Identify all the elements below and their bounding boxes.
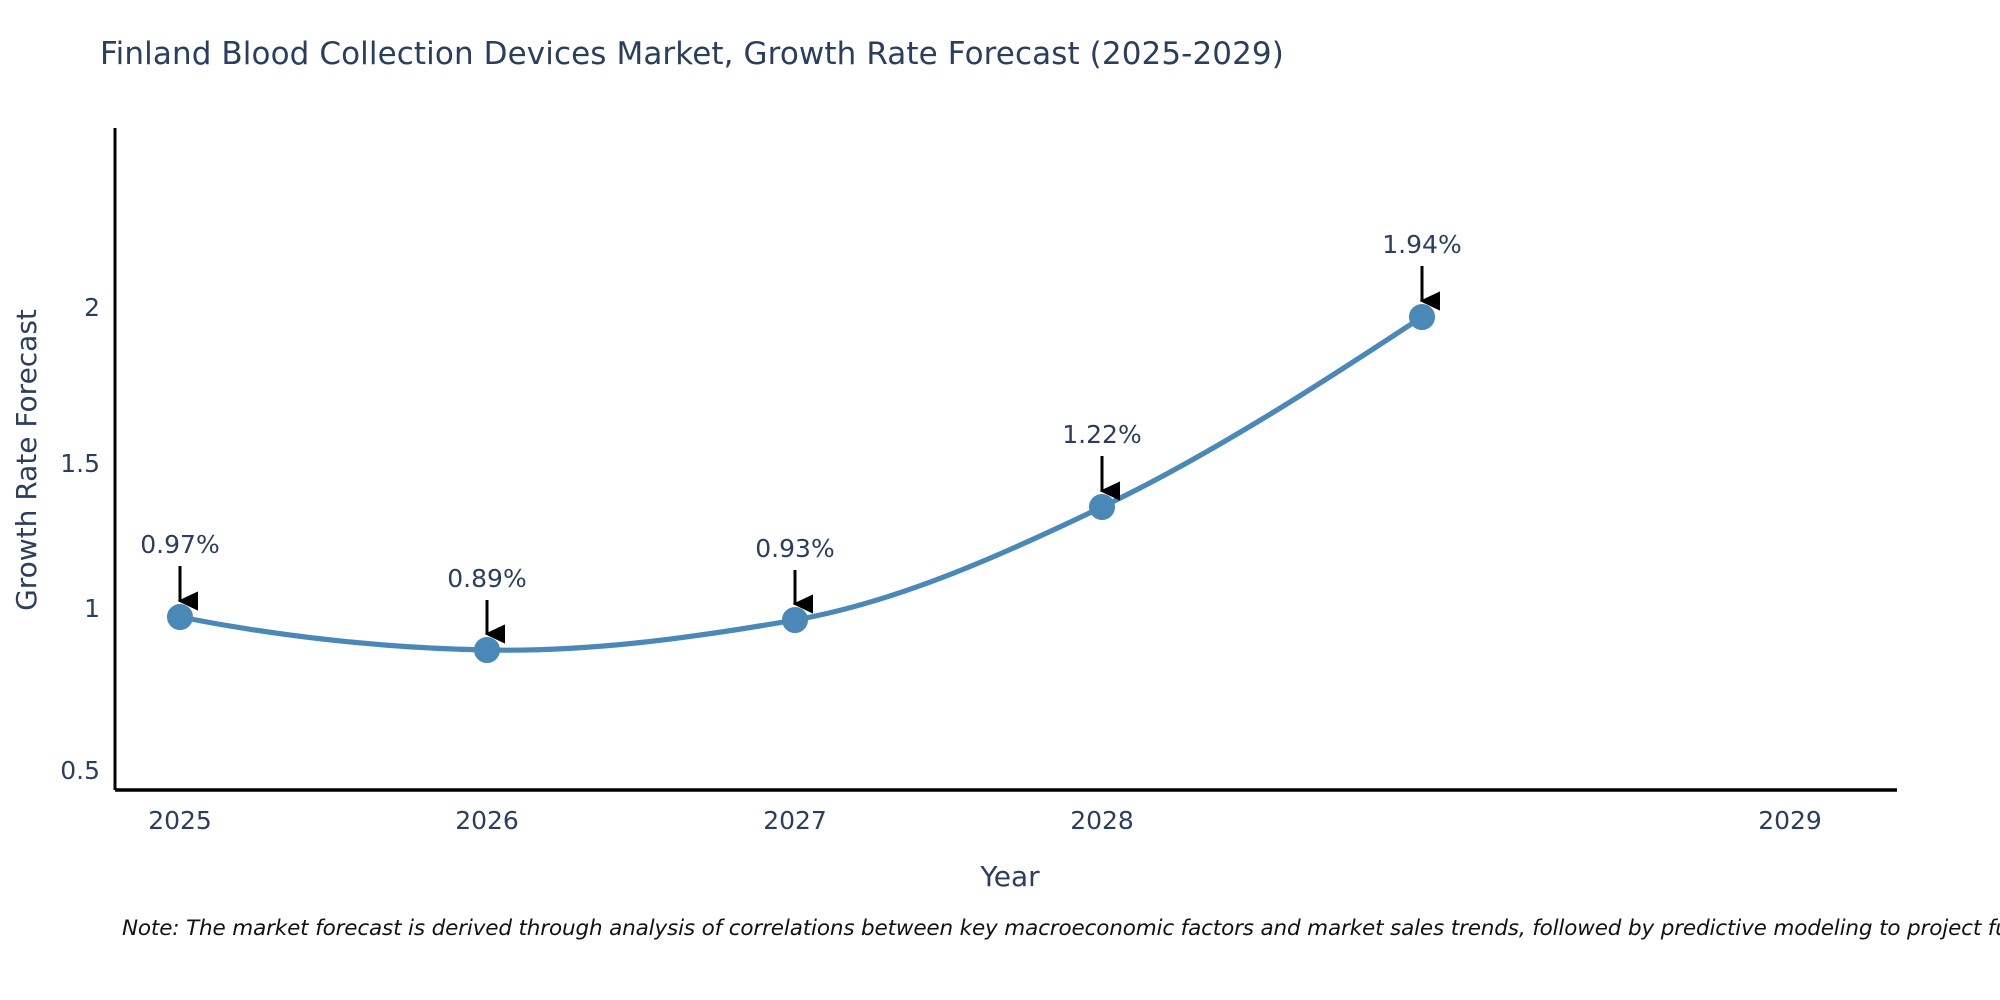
x-axis-title: Year bbox=[979, 860, 1040, 893]
data-point-label: 0.97% bbox=[140, 530, 219, 559]
data-point-marker[interactable] bbox=[782, 607, 808, 633]
data-point-label: 1.94% bbox=[1382, 230, 1461, 259]
y-tick-label: 0.5 bbox=[60, 756, 100, 785]
data-point-marker[interactable] bbox=[1089, 494, 1115, 520]
chart-footnote: Note: The market forecast is derived thr… bbox=[122, 916, 2000, 941]
y-tick-label: 1.5 bbox=[60, 449, 100, 478]
data-point-marker[interactable] bbox=[1409, 304, 1435, 330]
y-axis-title: Growth Rate Forecast bbox=[10, 309, 43, 611]
data-point-labels: 0.97% 0.89% 0.93% 1.22% 1.94% bbox=[140, 230, 1461, 593]
y-tick-label: 2 bbox=[84, 293, 100, 322]
forecast-line bbox=[177, 314, 1425, 653]
data-point-markers bbox=[167, 304, 1435, 663]
annotation-arrows bbox=[177, 266, 1440, 644]
data-point-marker[interactable] bbox=[474, 637, 500, 663]
y-tick-labels: 2 1.5 1 0.5 bbox=[60, 293, 100, 785]
x-tick-label: 2025 bbox=[148, 806, 212, 835]
y-tick-label: 1 bbox=[84, 594, 100, 623]
data-point-label: 1.22% bbox=[1062, 420, 1141, 449]
chart-title: Finland Blood Collection Devices Market,… bbox=[100, 36, 1284, 72]
x-tick-labels: 2025 2026 2027 2028 2029 bbox=[148, 806, 1822, 835]
axes bbox=[113, 128, 1897, 792]
data-point-marker[interactable] bbox=[167, 604, 193, 630]
x-tick-label: 2026 bbox=[455, 806, 519, 835]
data-point-label: 0.89% bbox=[447, 564, 526, 593]
x-tick-label: 2028 bbox=[1070, 806, 1134, 835]
data-point-label: 0.93% bbox=[755, 534, 834, 563]
x-tick-label: 2029 bbox=[1758, 806, 1822, 835]
x-tick-label: 2027 bbox=[763, 806, 827, 835]
